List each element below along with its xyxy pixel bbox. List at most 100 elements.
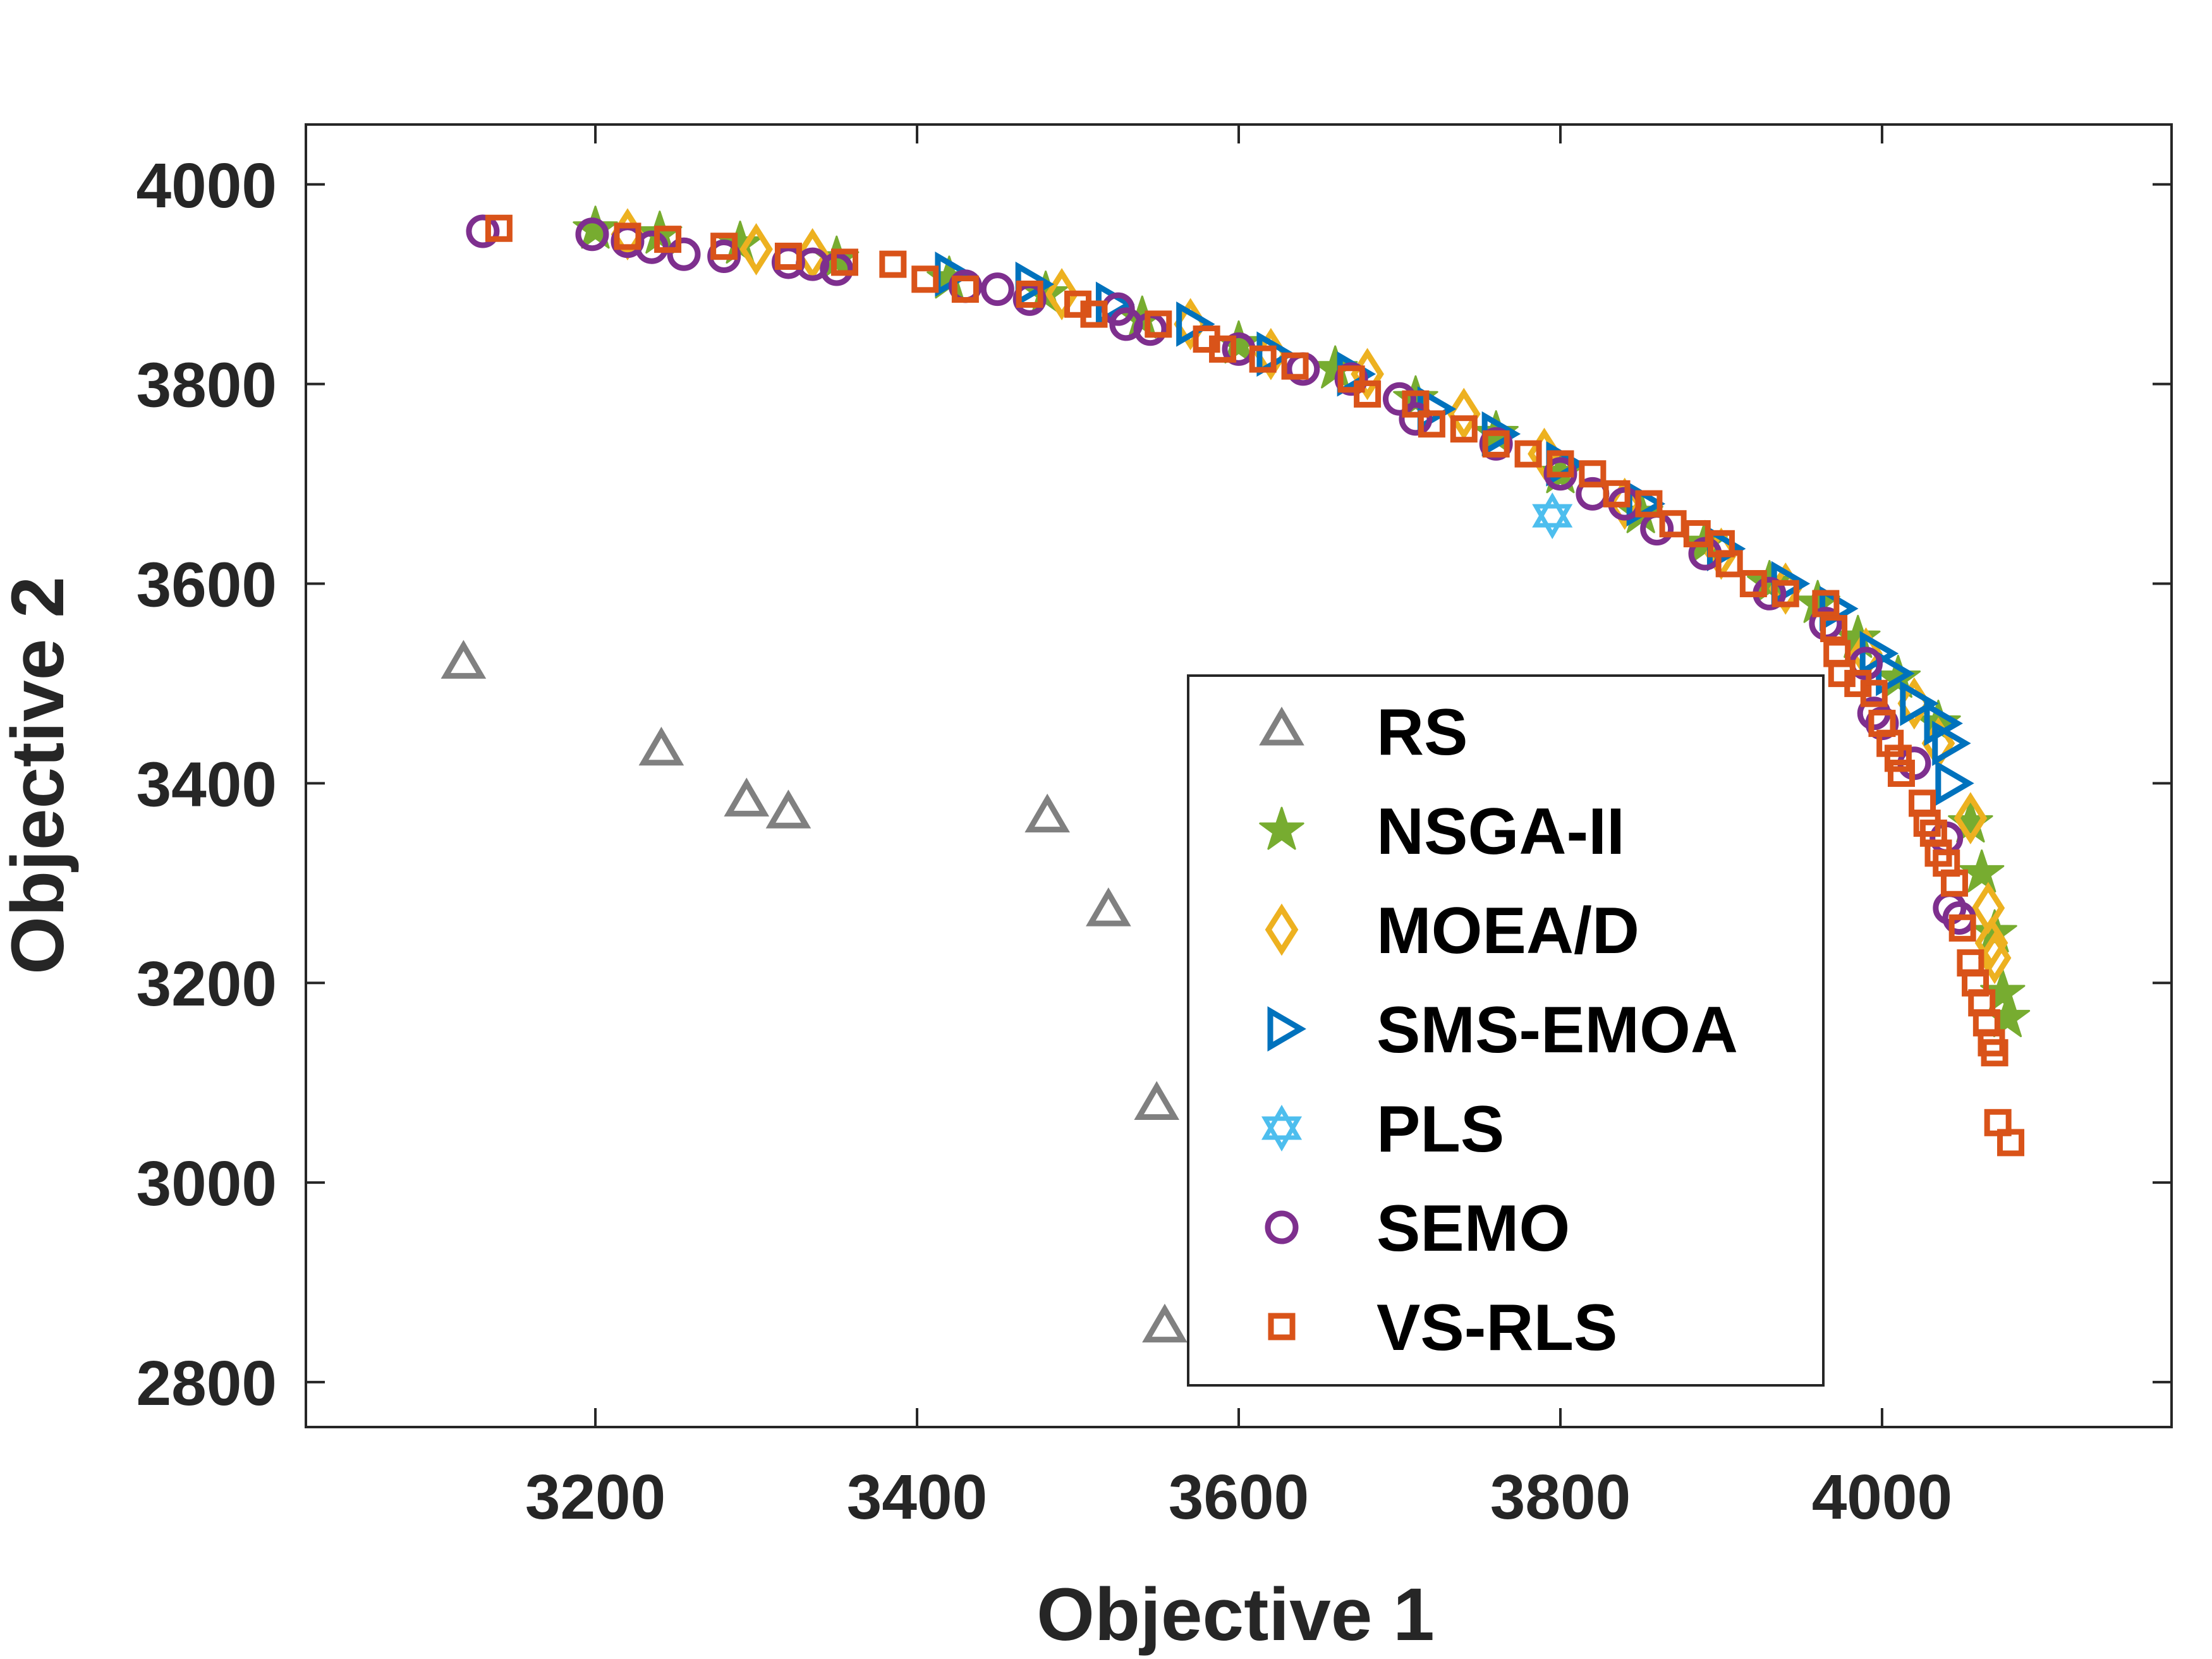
- point-nsga-ii: [1875, 655, 1921, 698]
- point-moea-d: [739, 223, 773, 276]
- point-sms-emoa: [1935, 760, 1974, 806]
- point-nsga-ii: [573, 205, 618, 249]
- x-axis-label: Objective 1: [1036, 1573, 1435, 1656]
- legend-label: PLS: [1376, 1093, 1504, 1166]
- legend-label: MOEA/D: [1376, 894, 1639, 968]
- point-vs-rls: [710, 233, 738, 260]
- point-vs-rls: [1771, 580, 1799, 607]
- point-vs-rls: [1450, 415, 1478, 443]
- point-vs-rls: [1884, 744, 1912, 772]
- point-rs: [1024, 793, 1071, 833]
- point-vs-rls: [831, 248, 859, 276]
- point-semo: [1334, 362, 1368, 396]
- point-vs-rls: [774, 242, 802, 270]
- legend-label: SEMO: [1376, 1192, 1570, 1265]
- x-tick-label: 3600: [1169, 1462, 1309, 1533]
- point-vs-rls: [1080, 300, 1108, 328]
- y-axis-label: Objective 2: [0, 576, 80, 975]
- point-nsga-ii: [1948, 799, 1993, 843]
- point-semo: [667, 237, 701, 271]
- point-rs: [1086, 887, 1131, 927]
- x-tick-label: 4000: [1812, 1462, 1952, 1533]
- point-vs-rls: [1603, 480, 1631, 507]
- y-tick-label: 3200: [137, 949, 277, 1019]
- point-rs: [765, 789, 811, 829]
- point-vs-rls: [1715, 550, 1743, 578]
- x-tick-label: 3400: [847, 1462, 987, 1533]
- y-tick-label: 3800: [137, 350, 277, 421]
- legend: RS NSGA-II MOEA/D SMS-EMOA PLS SEMO VS-RLS: [1187, 674, 1825, 1387]
- x-tick-labels: 3200 3400 3600 3800 4000: [525, 1462, 1952, 1533]
- y-tick-label: 2800: [137, 1348, 277, 1419]
- legend-item-sms-emoa: SMS-EMOA: [1267, 994, 1738, 1067]
- point-vs-rls: [1739, 569, 1767, 597]
- legend-marker-nsga-ii: [1259, 806, 1304, 850]
- data-points: [441, 205, 2031, 1343]
- point-vs-rls: [1812, 590, 1840, 617]
- legend-item-rs: RS: [1259, 696, 1468, 769]
- point-moea-d: [1978, 932, 2012, 985]
- point-pls: [1532, 492, 1573, 540]
- point-sms-emoa: [1417, 386, 1457, 432]
- point-rs: [441, 640, 487, 679]
- legend-item-pls: PLS: [1261, 1093, 1504, 1166]
- point-vs-rls: [1016, 280, 1043, 308]
- point-vs-rls: [1997, 1129, 2025, 1157]
- y-tick-label: 3400: [137, 749, 277, 820]
- series-pls: [1532, 492, 1573, 540]
- x-tick-label: 3200: [525, 1462, 665, 1533]
- y-tick-labels: 2800 3000 3200 3400 3600 3800 4000: [137, 150, 277, 1419]
- point-vs-rls: [1145, 310, 1172, 338]
- point-sms-emoa: [1932, 720, 1971, 767]
- point-vs-rls: [1981, 1039, 2008, 1067]
- point-semo: [466, 214, 500, 248]
- legend-marker-moea-d: [1265, 903, 1299, 956]
- point-vs-rls: [654, 226, 682, 253]
- point-moea-d: [1045, 268, 1079, 320]
- point-rs: [724, 777, 770, 817]
- point-rs: [638, 726, 684, 766]
- point-semo: [1399, 402, 1433, 436]
- point-vs-rls: [911, 265, 939, 293]
- y-tick-label: 3000: [137, 1148, 277, 1219]
- point-moea-d: [1954, 792, 1988, 845]
- series-vs-rls: [485, 214, 2025, 1157]
- point-vs-rls: [879, 250, 907, 278]
- legend-label: SMS-EMOA: [1376, 994, 1738, 1067]
- point-rs: [1142, 1303, 1188, 1343]
- series-rs: [441, 640, 1188, 1343]
- legend-label: RS: [1376, 696, 1468, 769]
- point-nsga-ii: [1959, 849, 2005, 893]
- x-tick-label: 3800: [1490, 1462, 1631, 1533]
- point-vs-rls: [1820, 615, 1848, 643]
- point-vs-rls: [1281, 352, 1309, 380]
- axis-ticks: [306, 125, 2172, 1427]
- legend-marker-sms-emoa: [1267, 1006, 1306, 1052]
- point-vs-rls: [1547, 450, 1574, 478]
- point-vs-rls: [1418, 410, 1445, 438]
- point-semo: [1543, 457, 1577, 491]
- point-vs-rls: [1887, 760, 1915, 787]
- point-vs-rls: [1337, 365, 1365, 393]
- point-moea-d: [1447, 387, 1481, 441]
- point-semo: [980, 272, 1014, 307]
- legend-marker-vs-rls: [1268, 1313, 1296, 1340]
- point-vs-rls: [1209, 335, 1237, 363]
- point-semo: [1382, 382, 1416, 416]
- point-vs-rls: [614, 222, 641, 250]
- point-rs: [1134, 1081, 1180, 1120]
- point-semo: [575, 217, 609, 252]
- point-vs-rls: [1354, 380, 1382, 408]
- legend-marker-semo: [1265, 1210, 1299, 1244]
- point-vs-rls: [1948, 914, 1976, 942]
- point-semo: [1479, 427, 1513, 461]
- point-vs-rls: [1579, 460, 1607, 488]
- point-sms-emoa: [1900, 681, 1939, 726]
- point-vs-rls: [1402, 390, 1430, 418]
- point-vs-rls: [951, 276, 979, 303]
- point-moea-d: [796, 228, 829, 281]
- y-tick-label: 4000: [137, 150, 277, 221]
- point-vs-rls: [1860, 679, 1888, 707]
- y-tick-label: 3600: [137, 549, 277, 620]
- legend-label: NSGA-II: [1376, 795, 1625, 868]
